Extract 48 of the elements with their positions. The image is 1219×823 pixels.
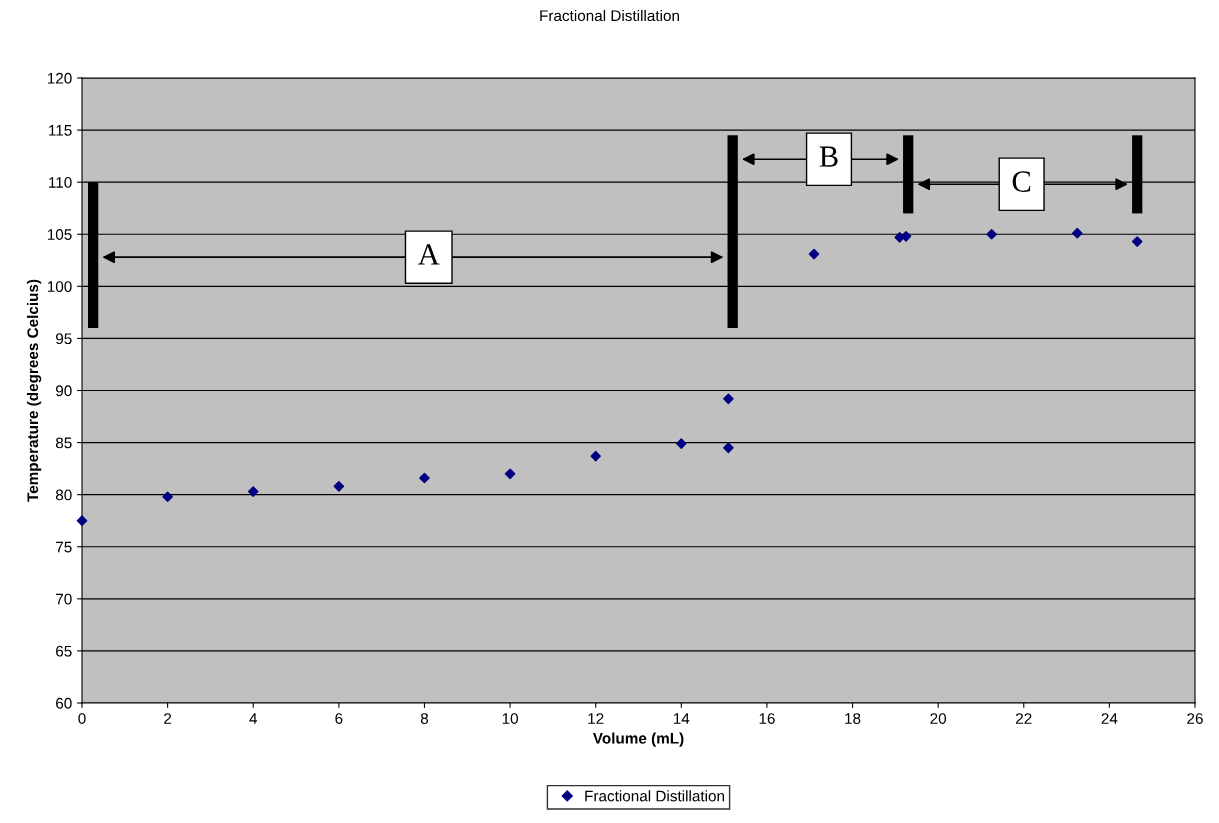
y-axis-title: Temperature (degrees Celcius) <box>26 279 42 502</box>
x-tick-label: 22 <box>1016 713 1032 724</box>
point <box>723 393 734 405</box>
x-tick-label: 4 <box>249 713 258 724</box>
annotation: B <box>819 146 838 167</box>
x-tick-label: 0 <box>78 713 86 724</box>
x-tick-label: 10 <box>502 713 518 724</box>
point <box>676 438 687 449</box>
y-tick-label: 110 <box>49 177 72 188</box>
point <box>162 491 173 503</box>
x-tick-label: 16 <box>759 713 775 724</box>
point <box>504 468 516 480</box>
point <box>247 486 259 497</box>
x-tick-label: 2 <box>164 713 172 724</box>
y-tick-label: 120 <box>47 72 72 84</box>
x-tick-label: 26 <box>1187 713 1203 724</box>
x-tick-label: 20 <box>930 713 947 724</box>
y-tick-label: 105 <box>47 229 72 240</box>
point <box>986 228 997 240</box>
point <box>1131 236 1143 247</box>
legend-label: Fractional Distillation <box>585 790 725 802</box>
y-tick-label: 70 <box>56 593 72 605</box>
y-tick-label: 80 <box>55 489 72 501</box>
x-tick-label: 18 <box>845 713 861 724</box>
y-tick-label: 95 <box>56 333 72 345</box>
point <box>590 450 601 462</box>
chart-title: Fractional Distillation <box>540 9 679 22</box>
y-tick-label: 75 <box>56 541 72 553</box>
point <box>333 481 345 492</box>
annotation: C <box>1012 171 1031 192</box>
y-tick-label: 85 <box>55 437 72 449</box>
x-axis-title: Volume (mL) <box>592 732 684 747</box>
point <box>1071 227 1083 239</box>
annotation: A <box>418 244 440 265</box>
x-tick-label: 12 <box>588 713 604 724</box>
point <box>723 442 734 454</box>
x-tick-label: 24 <box>1101 713 1118 724</box>
y-tick-label: 65 <box>56 645 72 657</box>
y-tick-label: 115 <box>49 125 72 136</box>
y-tick-label: 60 <box>56 697 72 709</box>
point <box>76 515 88 527</box>
x-tick-label: 6 <box>335 713 343 724</box>
y-tick-label: 90 <box>56 385 72 397</box>
y-tick-label: 100 <box>47 281 72 293</box>
point <box>419 472 430 484</box>
x-tick-label: 8 <box>420 713 429 724</box>
x-tick-label: 14 <box>673 713 690 724</box>
point <box>808 248 820 260</box>
